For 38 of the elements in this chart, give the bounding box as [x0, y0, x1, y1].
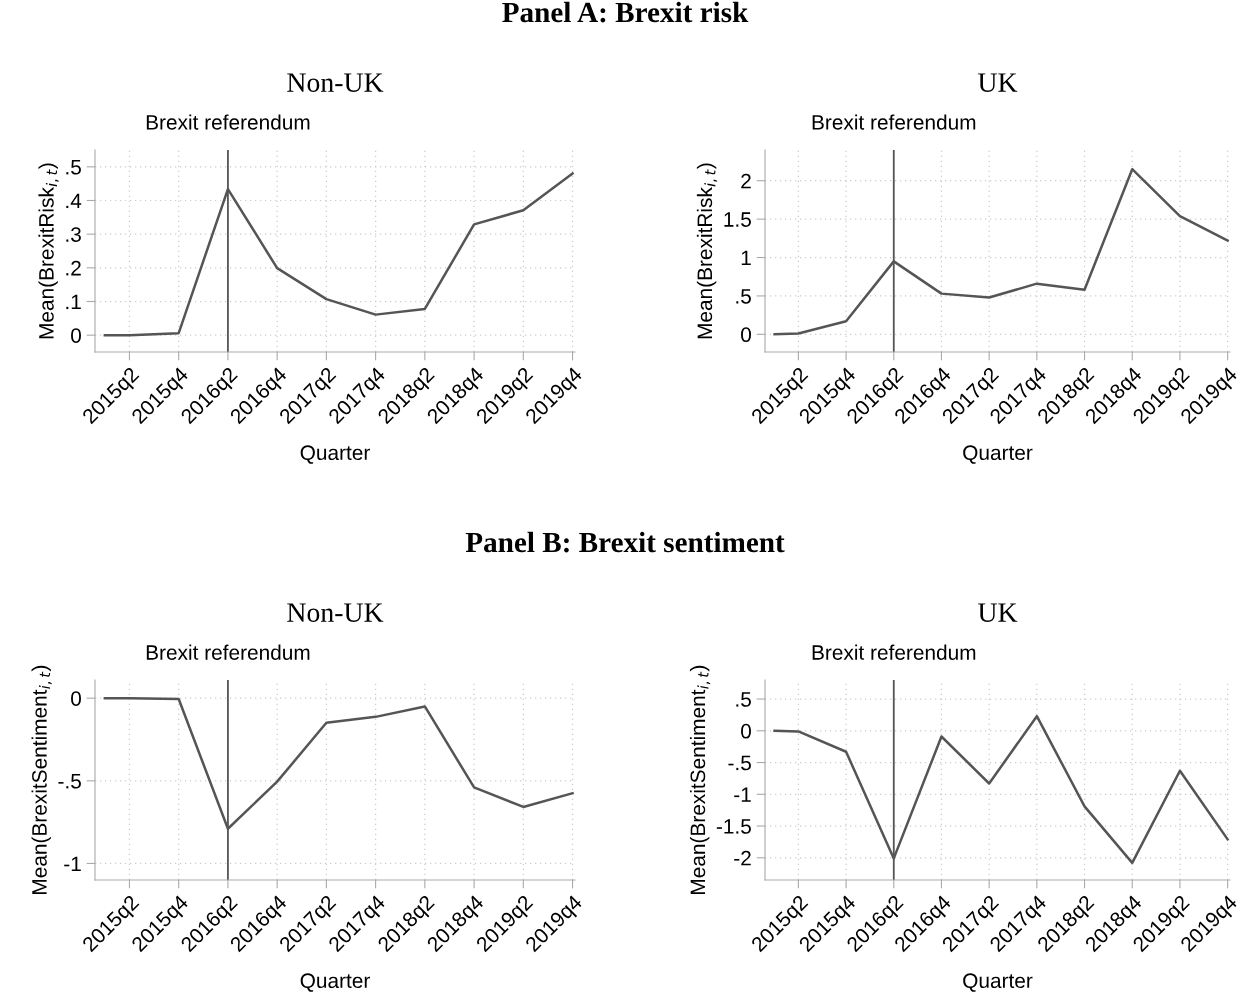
ref-line-label: Brexit referendum: [812, 114, 976, 130]
y-tick-label: -.5: [58, 774, 81, 789]
y-tick-label: 2: [741, 173, 751, 189]
y-tick-label: .4: [66, 193, 82, 209]
y-tick-label: 0: [71, 328, 81, 343]
y-tick-label: .5: [66, 160, 81, 175]
ref-line-label: Brexit referendum: [146, 114, 310, 130]
y-tick-label: -1: [64, 856, 81, 872]
y-tick-label: .5: [736, 692, 751, 707]
chart-title: UK: [978, 603, 1018, 622]
y-tick-label: 0: [741, 723, 751, 739]
chart-title: UK: [978, 73, 1018, 92]
y-tick-label: -.5: [728, 755, 751, 771]
y-axis-title: Mean(BrexitRisk$_{i,t}$): [38, 163, 59, 339]
chart-title: Non-UK: [287, 73, 384, 92]
y-tick-label: .3: [66, 227, 81, 242]
ref-line-label: Brexit referendum: [812, 644, 976, 660]
y-axis-title: Mean(BrexitSentiment$_{i,t}$): [689, 665, 711, 894]
y-axis-title: Mean(BrexitSentiment$_{i,t}$): [31, 665, 52, 894]
x-axis-title: Quarter: [300, 445, 370, 464]
y-tick-label: 0: [71, 691, 81, 706]
y-tick-label: .2: [66, 260, 81, 276]
y-tick-label: 1: [741, 250, 751, 266]
x-axis-title: Quarter: [300, 973, 370, 992]
x-axis-title: Quarter: [963, 973, 1033, 992]
y-tick-label: -1.5: [716, 819, 751, 834]
y-tick-label: 0: [741, 327, 751, 343]
y-tick-label: -1: [734, 787, 751, 802]
chart-title: Non-UK: [287, 603, 384, 622]
text: Panel B: Brexit sentiment: [465, 531, 785, 553]
y-tick-label: .5: [736, 289, 751, 304]
ref-line-label: Brexit referendum: [146, 644, 310, 660]
y-tick-label: 1.5: [724, 212, 751, 227]
text: Panel A: Brexit risk: [502, 1, 749, 23]
y-tick-label: .1: [66, 294, 81, 310]
y-tick-label: -2: [734, 850, 751, 866]
y-axis-title: Mean(BrexitRisk$_{i,t}$): [696, 163, 718, 339]
x-axis-title: Quarter: [963, 445, 1033, 464]
